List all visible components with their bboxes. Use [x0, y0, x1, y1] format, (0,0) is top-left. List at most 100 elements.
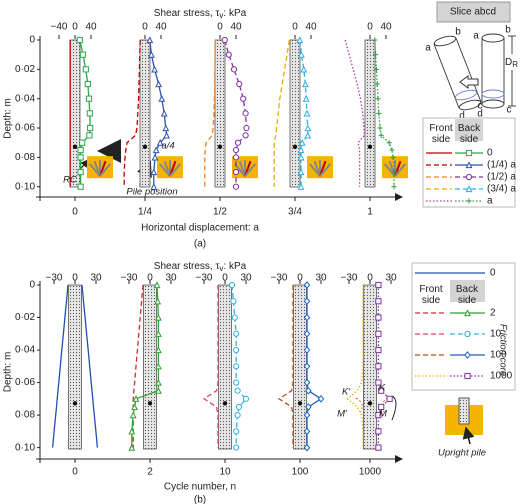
marker [242, 395, 250, 402]
shear-tick-label: −30 [46, 273, 63, 284]
schematic-label: d [477, 109, 483, 120]
marker [303, 362, 311, 371]
marker [297, 153, 305, 161]
marker [391, 169, 397, 175]
marker [236, 80, 243, 88]
marker [160, 109, 168, 117]
marker [465, 149, 473, 157]
marker [87, 124, 94, 132]
marker [231, 314, 238, 321]
marker [466, 198, 472, 204]
shear-tick-label: 0 [72, 22, 78, 33]
marker [298, 138, 306, 146]
marker [373, 52, 379, 58]
y-tick-label: 0·04 [15, 93, 35, 104]
legend-header: Back side [458, 123, 481, 145]
legend-header-bg [450, 280, 485, 302]
front-line [51, 284, 69, 448]
pile [364, 39, 376, 188]
marker [378, 387, 385, 394]
front-line [202, 285, 219, 448]
marker [155, 80, 163, 88]
legend-header-word: side [422, 295, 441, 306]
legend-label: (3/4) a [487, 184, 516, 195]
marker [235, 403, 243, 411]
marker [163, 131, 171, 139]
marker [86, 132, 93, 139]
marker [303, 427, 311, 436]
front-line [346, 285, 364, 448]
schematic-label: c [507, 105, 512, 116]
marker [233, 346, 240, 354]
marker [375, 411, 382, 419]
x-tick-label: 1/4 [138, 207, 152, 218]
shear-tick-label: 40 [155, 22, 167, 33]
x-axis-label: Horizontal displacement: a [141, 223, 259, 234]
marker [128, 427, 136, 435]
marker [228, 281, 236, 289]
shear-tick-label: 30 [240, 273, 252, 284]
marker [303, 329, 311, 338]
x-tick-label: 1000 [359, 467, 382, 478]
y-tick-label: 0 [29, 35, 35, 46]
marker [86, 110, 93, 117]
inset-fan [319, 163, 332, 177]
pile [363, 284, 377, 450]
marker [154, 362, 162, 370]
shear-tick-label: 0 [297, 273, 303, 284]
marker [233, 444, 240, 451]
shear-tick-label: 30 [165, 273, 177, 284]
front-line [204, 40, 216, 187]
marker [297, 50, 305, 58]
x-tick-label: 2 [147, 467, 153, 478]
marker [154, 313, 162, 321]
schematic-label: a [425, 43, 431, 54]
marker [77, 154, 84, 161]
chart-title: Shear stress, τv: kPa [154, 261, 247, 273]
marker [317, 394, 325, 403]
legend-header-word: side [432, 134, 451, 145]
shear-tick-label: −30 [121, 273, 138, 284]
marker [303, 281, 311, 289]
marker [154, 330, 162, 337]
panel-b-notes [355, 395, 483, 445]
y-axis-label: Depth: m [3, 352, 14, 393]
marker [301, 80, 309, 88]
marker [465, 173, 473, 181]
marker [233, 363, 240, 370]
marker [305, 403, 312, 411]
shear-tick-label: 30 [385, 273, 397, 284]
marker [158, 94, 166, 102]
marker [375, 330, 382, 337]
marker [242, 110, 249, 117]
marker [303, 378, 311, 387]
shear-tick-label: 0 [367, 273, 373, 284]
chart-title: Shear stress, τv: kPa [154, 8, 247, 20]
legend-label: 0 [490, 268, 496, 279]
chart-title-sub: v [219, 264, 223, 273]
legend-label: 0 [487, 148, 493, 159]
inset-fan [99, 163, 112, 177]
y-tick-label: 0·06 [15, 123, 35, 134]
marker [154, 297, 162, 305]
marker [304, 131, 312, 139]
schematic: Slice abcd [433, 1, 516, 111]
annotation: Pile position [126, 187, 177, 198]
y-tick-label: 0·10 [15, 181, 35, 192]
marker [146, 36, 154, 44]
marker [234, 411, 241, 419]
move-arrow [459, 75, 479, 89]
rotation-point [147, 401, 153, 406]
shear-tick-label: 0 [217, 22, 223, 33]
marker [82, 66, 89, 73]
marker [232, 146, 240, 154]
upright-slice [481, 33, 516, 109]
legend-header: Front side [429, 123, 453, 145]
schematic-label: b [455, 27, 461, 38]
annotation: Upright pile [438, 448, 486, 459]
chart-title-main: Shear stress, τ [154, 8, 220, 19]
marker [76, 36, 83, 44]
marker [303, 313, 311, 322]
marker [386, 140, 392, 146]
